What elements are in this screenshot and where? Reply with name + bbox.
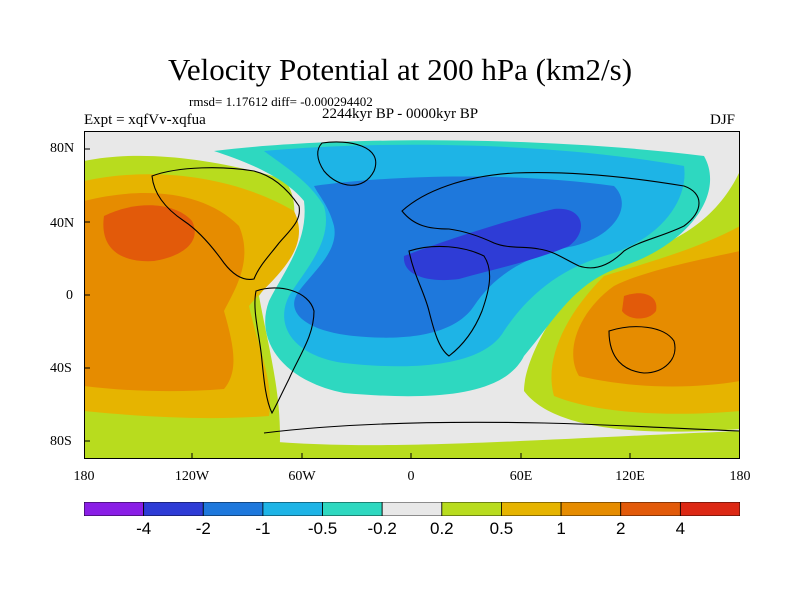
colorbar-swatch-3: [262, 502, 323, 516]
coast-europe-asia: [401, 172, 700, 269]
colorbar-swatch-10: [679, 502, 740, 516]
coast-greenland: [317, 141, 377, 186]
field-navy: [403, 208, 581, 281]
y-tick-0: 0: [66, 288, 73, 303]
period-label: 2244kyr BP - 0000kyr BP: [322, 106, 479, 122]
x-tick-60w: 60W: [288, 469, 316, 484]
map-title: Velocity Potential at 200 hPa (km2/s): [167, 52, 633, 87]
coast-australia: [608, 326, 676, 374]
colorbar-label-8: 2: [615, 519, 626, 538]
coast-antarctica: [263, 421, 740, 434]
coast-south-america: [254, 287, 315, 415]
colorbar-swatch-1: [143, 502, 204, 516]
y-tick-40s: 40S: [50, 361, 72, 376]
colorbar-label-5: 0.2: [429, 519, 454, 538]
colorbar-label-6: 0.5: [489, 519, 514, 538]
colorbar-label-0: -4: [136, 519, 152, 538]
colorbar: [84, 502, 740, 516]
colorbar-label-4: -0.2: [367, 519, 397, 538]
season-label: DJF: [710, 112, 736, 128]
velocity-potential-map: [84, 131, 740, 459]
x-tick-60e: 60E: [509, 469, 533, 484]
field-red-pacific: [103, 205, 195, 262]
colorbar-swatch-7: [501, 502, 562, 516]
colorbar-swatch-0: [84, 502, 145, 516]
y-tick-40n: 40N: [50, 216, 75, 231]
colorbar-swatch-4: [322, 502, 383, 516]
coast-africa: [408, 245, 491, 357]
field-lime-south: [264, 431, 740, 459]
map-ticks: [84, 148, 631, 459]
colorbar-swatch-5: [381, 502, 443, 516]
stats-label: rmsd= 1.17612 diff= -0.000294402: [189, 94, 373, 109]
colorbar-label-1: -2: [195, 519, 211, 538]
field-red-india: [622, 293, 657, 319]
x-tick-180w: 180: [73, 469, 95, 484]
y-tick-80s: 80S: [50, 434, 72, 449]
colorbar-swatch-2: [202, 502, 264, 516]
x-tick-120w: 120W: [174, 469, 210, 484]
coastlines: [151, 141, 740, 434]
colorbar-label-2: -1: [255, 519, 271, 538]
x-tick-180e: 180: [729, 469, 751, 484]
y-tick-80n: 80N: [50, 141, 75, 156]
colorbar-label-7: 1: [556, 519, 566, 538]
x-tick-0: 0: [407, 469, 415, 484]
colorbar-label-9: 4: [675, 519, 686, 538]
field-orange-east: [573, 251, 740, 387]
colorbar-swatch-6: [441, 502, 502, 516]
colorbar-swatch-9: [620, 502, 681, 516]
experiment-label: Expt = xqfVv-xqfua: [84, 112, 206, 128]
colorbar-label-3: -0.5: [307, 519, 338, 538]
coast-north-america: [151, 167, 300, 280]
x-tick-120e: 120E: [615, 469, 645, 484]
colorbar-swatch-8: [560, 502, 622, 516]
